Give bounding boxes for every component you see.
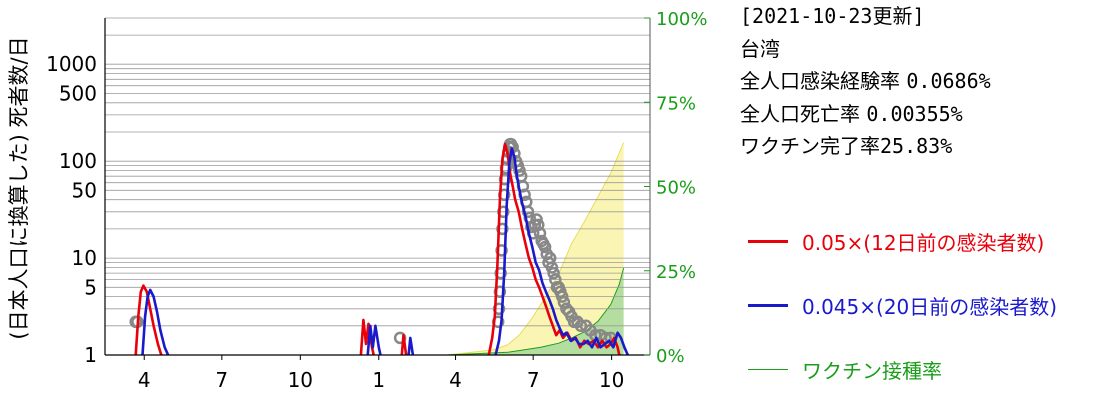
infection-rate: 全人口感染経験率 0.0686% (740, 71, 1115, 91)
right-tick-label: 0% (656, 346, 685, 367)
scatter-point (532, 218, 545, 232)
scatter-point (496, 222, 509, 236)
info-panel: [2021-10-23更新] 台湾 全人口感染経験率 0.0686% 全人口死亡… (740, 6, 1115, 169)
tick-labels: 1 5 10 50 100 500 1000 0% 25% 50% 75% 100% 4 7 10 1 4 7 10 (46, 9, 707, 392)
scatter-point (574, 319, 588, 333)
vaccine-rate-label: ワクチン完了率 (740, 134, 880, 158)
vaccine-rate: ワクチン完了率25.83% (740, 136, 1115, 156)
y-tick-label: 10 (72, 246, 97, 270)
y-tick-label: 5 (84, 275, 97, 299)
legend-label-12d: 0.05×(12日前の感染者数) (802, 230, 1045, 255)
infection-rate-label: 全人口感染経験率 (740, 69, 900, 93)
right-tick-label: 100% (656, 9, 707, 30)
series-line-20d (141, 147, 629, 356)
x-tick-label: 10 (288, 368, 313, 392)
grid-lines (105, 17, 650, 327)
x-tick-label: 1 (372, 368, 385, 392)
legend-item-vaccine: ワクチン接種率 (748, 354, 942, 384)
vaccine-rate-value: 25.83% (880, 134, 953, 158)
legend-swatch-12d (748, 239, 788, 243)
update-date: [2021-10-23更新] (740, 4, 925, 28)
y-axis-label: (日本人口に換算した) 死者数/日 (7, 36, 31, 339)
legend-swatch-20d (748, 303, 788, 307)
region-name: 台湾 (740, 36, 780, 61)
y-tick-label: 1 (84, 343, 97, 367)
scatter-point (547, 266, 560, 280)
right-tick-label: 75% (656, 93, 696, 114)
first-dose-area (447, 142, 624, 355)
series-lines (134, 142, 629, 356)
scatter-point (495, 244, 508, 257)
scatter-point (494, 266, 507, 280)
legend-label-20d: 0.045×(20日前の感染者数) (802, 294, 1058, 319)
scatter-point (545, 261, 559, 274)
series-line-12d (134, 142, 621, 356)
y-tick-label: 1000 (46, 52, 97, 76)
death-rate: 全人口死亡率 0.00355% (740, 104, 1115, 124)
scatter-point (557, 296, 571, 309)
x-tick-label: 10 (599, 368, 624, 392)
scatter-point (513, 164, 526, 177)
scatter-point (530, 213, 543, 226)
death-rate-label: 全人口死亡率 (740, 101, 860, 126)
scatter-point (555, 290, 569, 303)
death-rate-value: 0.00355% (866, 101, 963, 126)
scatter-point (521, 205, 535, 219)
y-axis-label-group: (日本人口に換算した) 死者数/日 (7, 36, 31, 339)
legend-item-12d: 0.05×(12日前の感染者数) (748, 226, 1044, 256)
vaccine-fills (446, 142, 625, 356)
x-tick-label: 4 (138, 368, 151, 392)
y-tick-label: 500 (59, 81, 97, 105)
scatter-point (538, 240, 552, 254)
x-tick-label: 4 (449, 368, 462, 392)
y-tick-label: 100 (59, 149, 97, 173)
x-tick-label: 7 (215, 368, 228, 392)
right-tick-label: 25% (656, 262, 696, 283)
y-tick-label: 50 (72, 178, 97, 202)
legend-swatch-vaccine (748, 368, 788, 370)
scatter-point (533, 227, 547, 240)
axes (104, 17, 651, 360)
infection-rate-value: 0.0686% (906, 69, 991, 93)
legend-label-vaccine: ワクチン接種率 (802, 358, 942, 383)
x-tick-label: 7 (527, 368, 540, 392)
legend-item-20d: 0.045×(20日前の感染者数) (748, 290, 1057, 320)
right-tick-label: 50% (656, 178, 696, 199)
